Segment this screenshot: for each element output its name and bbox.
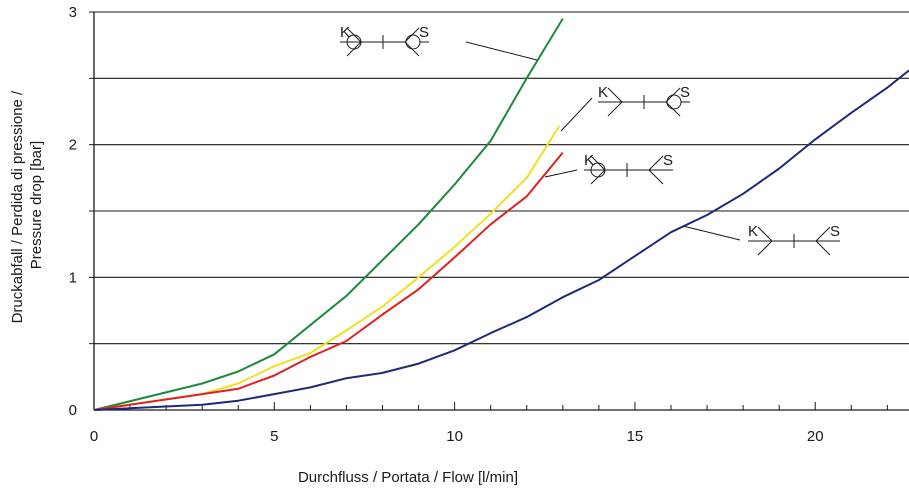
coupling-line [757,226,773,242]
x-tick-label: 20 [807,428,824,445]
leader-line [560,97,593,132]
coupling-line [607,101,623,117]
leader-line [465,41,538,61]
leader-line [544,169,578,178]
coupling-line [815,226,831,242]
y-tick-label: 0 [69,402,77,419]
coupling-line [346,27,362,43]
x-tick-label: 5 [270,428,278,445]
ball-icon [666,94,682,110]
series-line-2 [93,125,561,411]
y-tick-label: 1 [69,269,77,286]
y-axis-label: Druckabfall / Perdida di pressione / Pre… [9,87,45,324]
y-axis-label-line-1: Druckabfall / Perdida di pressione / [9,90,26,323]
coupling-line [648,169,664,185]
series-lines [93,18,909,411]
x-tick-label: 15 [627,428,644,445]
series-line-1 [93,18,564,411]
coupling-line [590,155,606,171]
coupling-line [648,155,664,171]
coupling-label-left: K [598,84,608,101]
coupling-line [590,169,606,185]
x-axis-label: Durchfluss / Portata / Flow [l/min] [298,469,518,486]
coupling-label-right: S [419,24,429,41]
ball-icon [405,34,421,50]
series-line-3 [93,151,564,411]
leader-line [682,225,741,241]
coupling-line [757,240,773,256]
x-tick-label: 0 [90,428,98,445]
coupling-line [815,240,831,256]
grid [94,11,909,345]
coupling-label-right: S [680,84,690,101]
y-axis-label-line-2: Pressure drop [bar] [28,141,45,269]
coupling-label-left: K [584,152,594,169]
coupling-label-left: K [748,223,758,240]
coupling-label-left: K [340,24,350,41]
coupling-label-right: S [830,223,840,240]
coupling-symbols: K SK SK SK S [340,24,840,256]
coupling-label-right: S [663,152,673,169]
coupling-line [346,41,362,57]
y-tick-label: 2 [69,137,77,154]
coupling-line [607,87,623,103]
x-tick-label: 10 [446,428,463,445]
ticks: 0 5 10 15 20 0 1 2 3 [69,4,888,445]
y-tick-label: 3 [69,4,77,21]
series-line-4 [93,69,909,411]
